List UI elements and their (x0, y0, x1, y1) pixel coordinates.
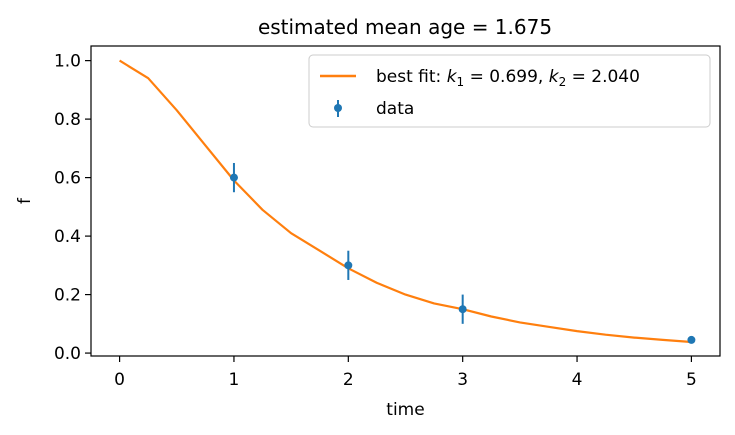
y-tick-label: 0.0 (54, 344, 81, 364)
data-point (229, 173, 238, 182)
y-tick-label: 0.8 (54, 110, 81, 130)
legend-k2-subscript: 2 (559, 75, 567, 89)
data-point (687, 335, 696, 344)
y-tick-label: 0.6 (54, 169, 81, 189)
legend-data-label: data (376, 99, 414, 119)
legend-data-marker (334, 104, 342, 112)
legend-k2-symbol: k (549, 67, 560, 87)
legend-k1-subscript: 1 (457, 75, 465, 89)
x-tick-label: 3 (457, 370, 468, 390)
x-tick-label: 0 (114, 370, 125, 390)
plot-area: 0.0 0.2 0.4 0.6 0.8 1.0 0 1 2 3 4 5 (54, 45, 721, 390)
legend: best fit: k1 = 0.699, k2 = 2.040 data (308, 54, 711, 128)
fit-curve-line (119, 59, 692, 344)
x-axis-ticks: 0 1 2 3 4 5 (114, 356, 697, 390)
series-layer (119, 59, 696, 344)
y-tick-label: 0.4 (54, 227, 81, 247)
x-tick-label: 5 (686, 370, 697, 390)
x-tick-label: 2 (343, 370, 354, 390)
data-point (458, 305, 467, 314)
legend-fit-label: best fit: k1 = 0.699, k2 = 2.040 (376, 67, 640, 89)
x-tick-label: 4 (572, 370, 583, 390)
chart-title: estimated mean age = 1.675 (258, 15, 552, 39)
legend-k1-symbol: k (447, 67, 458, 87)
data-point (344, 261, 353, 270)
y-tick-label: 1.0 (54, 52, 81, 72)
y-tick-label: 0.2 (54, 286, 81, 306)
y-axis-ticks: 0.0 0.2 0.4 0.6 0.8 1.0 (54, 52, 91, 364)
legend-k1-value: = 0.699, (464, 67, 549, 87)
legend-box (308, 54, 711, 128)
legend-fit-prefix: best fit: (376, 67, 447, 87)
x-axis-label: time (386, 400, 424, 420)
x-tick-label: 1 (229, 370, 240, 390)
legend-k2-value: = 2.040 (566, 67, 640, 87)
y-axis-label: f (15, 197, 35, 204)
plot-frame (90, 45, 721, 357)
